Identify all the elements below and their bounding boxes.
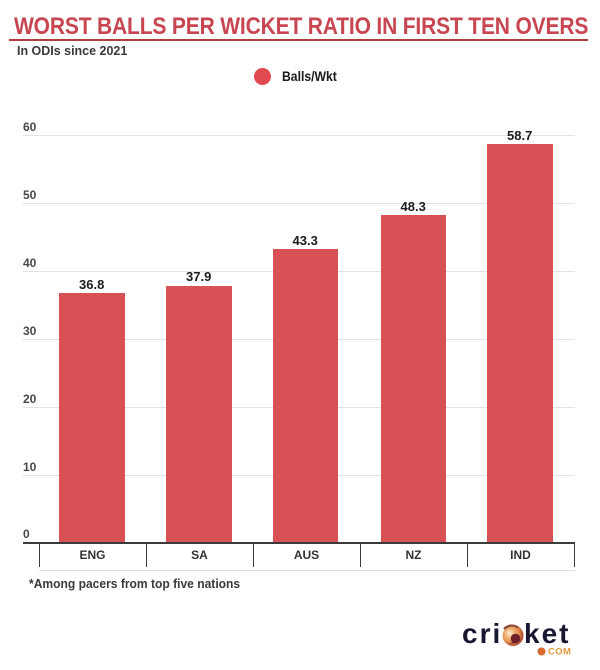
svg-text:cri: cri <box>462 618 502 649</box>
svg-text:COM: COM <box>548 647 571 658</box>
svg-text:ket: ket <box>524 618 570 649</box>
